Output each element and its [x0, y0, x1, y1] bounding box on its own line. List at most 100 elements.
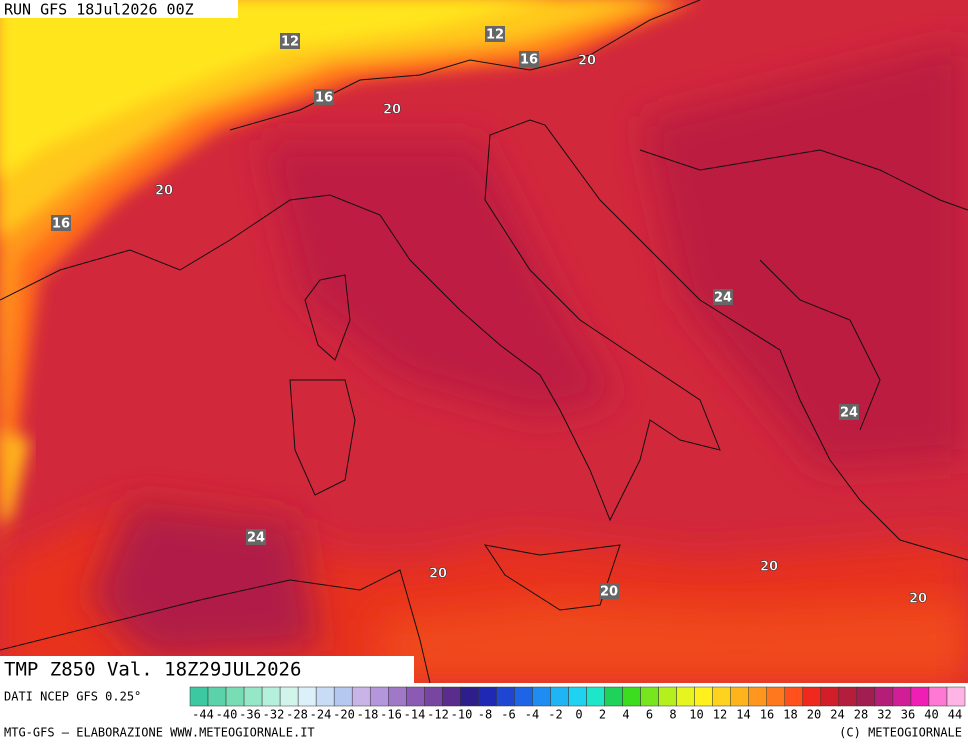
- colorbar-label: 28: [854, 708, 868, 722]
- label-box: [485, 26, 505, 42]
- label-box: [713, 289, 733, 305]
- colorbar-label: -36: [239, 708, 261, 722]
- colorbar-label: -16: [380, 708, 402, 722]
- colorbar-label: 16: [760, 708, 774, 722]
- contour-label: 16: [315, 91, 333, 106]
- color-swatch: [802, 686, 822, 707]
- label-box: [246, 529, 266, 545]
- color-swatch: [424, 686, 443, 707]
- color-swatch: [730, 686, 749, 707]
- color-swatch: [856, 686, 876, 707]
- color-swatch: [550, 686, 569, 707]
- colorbar-label: 20: [807, 708, 821, 722]
- label-box: [280, 33, 300, 49]
- colorbar-label: 8: [669, 708, 676, 722]
- color-swatch: [946, 686, 966, 707]
- colorbar-label: 32: [877, 708, 891, 722]
- color-swatch: [388, 686, 407, 707]
- color-swatch: [369, 686, 389, 707]
- colorbar-label: 0: [575, 708, 582, 722]
- title-box: [0, 656, 414, 683]
- color-swatch: [712, 686, 731, 707]
- color-swatch: [279, 686, 299, 707]
- contour-label: 20: [578, 54, 596, 69]
- colorbar-label: -6: [501, 708, 515, 722]
- color-swatch: [784, 686, 804, 707]
- colorbar-label: 14: [736, 708, 750, 722]
- colorbar-label: -32: [263, 708, 285, 722]
- color-swatch: [243, 686, 263, 707]
- source-label: DATI NCEP GFS 0.25°: [4, 690, 141, 704]
- contour-label: 20: [155, 184, 173, 199]
- contour-label: 16: [520, 53, 538, 68]
- color-swatch: [928, 686, 948, 707]
- coastlines: [0, 0, 968, 684]
- contour-label: 24: [247, 531, 265, 546]
- label-box: [314, 89, 334, 105]
- colorbar-label: -12: [427, 708, 449, 722]
- footer-right: (C) METEOGIORNALE: [839, 726, 962, 740]
- color-swatch: [297, 686, 317, 707]
- color-swatch: [207, 686, 227, 707]
- colorbar-label: -4: [525, 708, 539, 722]
- color-swatch: [532, 686, 551, 707]
- colorbar-label: -28: [286, 708, 308, 722]
- color-swatch: [496, 686, 515, 707]
- color-swatch: [838, 686, 858, 707]
- color-swatch: [820, 686, 840, 707]
- color-swatch: [261, 686, 281, 707]
- colorbar-label: 44: [948, 708, 962, 722]
- color-swatch: [874, 686, 894, 707]
- contour-label: 20: [429, 567, 447, 582]
- color-swatch: [315, 686, 335, 707]
- colorbar-label: -8: [478, 708, 492, 722]
- color-swatch: [892, 686, 912, 707]
- colorbar-label: -44: [192, 708, 214, 722]
- colorbar-label: 10: [689, 708, 703, 722]
- footer-left: MTG-GFS — ELABORAZIONE WWW.METEOGIORNALE…: [4, 726, 315, 740]
- color-swatch: [910, 686, 930, 707]
- color-swatch: [640, 686, 659, 707]
- colorbar-label: -40: [216, 708, 238, 722]
- contour-label: 24: [714, 291, 732, 306]
- contour-label: 12: [281, 35, 299, 50]
- temperature-field: [0, 0, 968, 683]
- colorbar: -44 -40 -36 -32 -28 -24 -20 -18 -16 -14 -12 -10 -8 -6…: [189, 686, 966, 722]
- color-swatch: [676, 686, 695, 707]
- color-swatch: [658, 686, 677, 707]
- colorbar-label: 6: [646, 708, 653, 722]
- map-title: TMP Z850 Val. 18Z29JUL2026: [4, 659, 301, 681]
- contour-label: 12: [486, 28, 504, 43]
- color-swatch: [604, 686, 623, 707]
- color-swatch: [622, 686, 641, 707]
- color-swatch: [351, 686, 371, 707]
- contour-label: 16: [52, 217, 70, 232]
- color-swatch: [225, 686, 245, 707]
- colorbar-label: -18: [357, 708, 379, 722]
- contour-label: 20: [760, 560, 778, 575]
- colorbar-label: 4: [622, 708, 629, 722]
- contour-label: 20: [383, 103, 401, 118]
- colorbar-label: 2: [599, 708, 606, 722]
- contour-label: 20: [909, 592, 927, 607]
- color-swatch: [460, 686, 479, 707]
- color-swatch: [442, 686, 461, 707]
- color-swatch: [478, 686, 497, 707]
- contour-labels: 12 12 16 20 16 20 20 16 24 24 24 20 20 20 20: [51, 26, 927, 607]
- label-box: [51, 215, 71, 231]
- contour-label: 20: [600, 585, 618, 600]
- color-swatch: [189, 686, 209, 707]
- colorbar-label: 18: [783, 708, 797, 722]
- run-box: [0, 0, 238, 18]
- colorbar-label: 24: [830, 708, 844, 722]
- contour-label: 24: [840, 406, 858, 421]
- color-swatch: [514, 686, 533, 707]
- colorbar-label: -14: [404, 708, 426, 722]
- colorbar-label: 36: [901, 708, 915, 722]
- run-label: RUN GFS 18Jul2026 00Z: [4, 1, 194, 19]
- color-swatch: [568, 686, 587, 707]
- color-swatch: [333, 686, 353, 707]
- colorbar-label: -2: [548, 708, 562, 722]
